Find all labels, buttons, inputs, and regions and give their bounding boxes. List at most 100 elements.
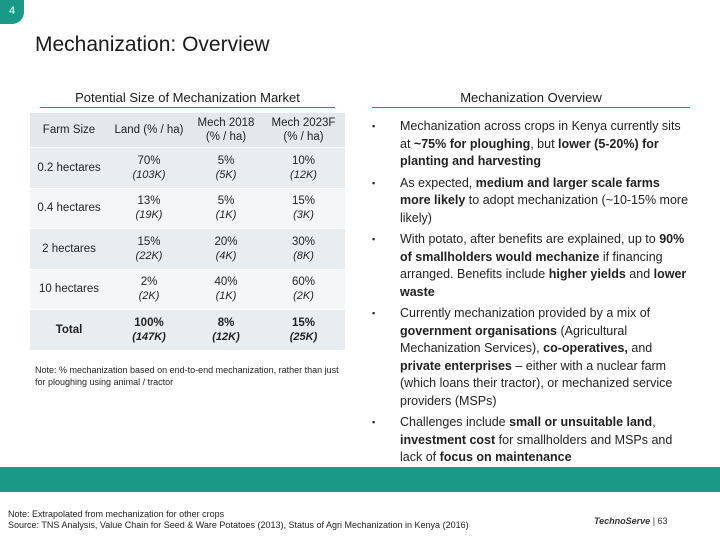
cell-text: 60% bbox=[291, 276, 316, 289]
cell-text: 8% bbox=[217, 316, 235, 329]
cell-text: 15% bbox=[137, 235, 161, 248]
table-cell: 60% (2K) bbox=[262, 269, 345, 310]
slide-title: Mechanization: Overview bbox=[35, 33, 270, 56]
cell-text: Mech 2018 bbox=[197, 117, 255, 129]
footer-logo: TechnoServe | 63 bbox=[594, 516, 668, 526]
bullet-text: Challenges include small or unsuitable l… bbox=[400, 414, 690, 467]
table-cell: 15% (3K) bbox=[262, 188, 345, 229]
cell-text: 5% bbox=[217, 195, 235, 208]
bullet-text: Currently mechanization provided by a mi… bbox=[400, 305, 690, 410]
bullet-text: With potato, after benefits are explaine… bbox=[400, 231, 690, 301]
bullet: ▪ Currently mechanization provided by a m… bbox=[372, 305, 690, 410]
slide-number: 63 bbox=[657, 516, 668, 526]
cell-text: 100% bbox=[134, 316, 164, 329]
table-cell: 0.2 hectares bbox=[30, 148, 108, 189]
table-cell: 10 hectares bbox=[30, 269, 108, 310]
bullet-dot: ▪ bbox=[372, 121, 376, 131]
left-heading: Potential Size of Mechanization Market bbox=[40, 90, 335, 108]
text-run: lower (5-20%) for planting and harvestin… bbox=[400, 136, 659, 169]
cell-text: 70% bbox=[137, 154, 161, 167]
cell-text: (19K) bbox=[135, 209, 163, 222]
table-cell: 2% (2K) bbox=[108, 269, 190, 310]
text-run: private enterprises bbox=[400, 358, 512, 373]
text-run: medium and larger scale farms more likel… bbox=[400, 175, 660, 208]
cell-text: 30% bbox=[291, 235, 316, 248]
cell-text: (12K) bbox=[290, 168, 317, 181]
bullet-list: ▪ Mechanization across crops in Kenya cur… bbox=[372, 118, 690, 471]
cell-text: (% / ha) bbox=[283, 131, 324, 143]
text-run: government organisations bbox=[400, 323, 557, 338]
table-cell: 0.4 hectares bbox=[30, 188, 108, 229]
text-run: (Agricultural Mechanization Services), bbox=[400, 323, 628, 356]
text-run: Mechanization across crops in Kenya curr… bbox=[400, 119, 681, 151]
table-cell: 15% (25K) bbox=[262, 310, 345, 351]
table-row: 0.2 hectares 70% (103K) 5% (5K) 10% (12K) bbox=[30, 148, 345, 189]
table-cell: 8% (12K) bbox=[190, 310, 262, 351]
cell-text: 40% bbox=[214, 276, 238, 289]
heading-text: Mechanization Overview bbox=[460, 90, 602, 105]
table-row: Total 100% (147K) 8% (12K) 15% (25K) bbox=[30, 310, 345, 351]
text-run: focus on maintenance bbox=[439, 450, 572, 464]
cell-text: Total bbox=[55, 323, 83, 336]
table-cell: Mech 2018 (% / ha) bbox=[190, 113, 262, 148]
cell-text: 5% bbox=[217, 154, 235, 167]
cell-text: 13% bbox=[137, 195, 161, 208]
footer-band bbox=[0, 467, 720, 492]
cell-text: (4K) bbox=[215, 249, 237, 262]
text-run: lower waste bbox=[400, 267, 687, 299]
bullet-text: Mechanization across crops in Kenya curr… bbox=[400, 118, 690, 171]
table-row: 10 hectares 2% (2K) 40% (1K) 60% (2K) bbox=[30, 269, 345, 310]
text-run: for smallholders and MSPs and lack of bbox=[400, 432, 673, 465]
text-run: higher yields bbox=[548, 267, 626, 281]
text-run: Challenges include bbox=[400, 415, 510, 429]
table-row: Farm Size Land (% / ha) Mech 2018 (% / ha) M… bbox=[30, 113, 345, 148]
text-run: to adopt mechanization (~10-15% more lik… bbox=[400, 193, 689, 225]
table-row: 0.4 hectares 13% (19K) 5% (1K) 15% (3K) bbox=[30, 188, 345, 229]
footer-source: Source: TNS Analysis, Value Chain for Se… bbox=[8, 520, 469, 530]
heading-rule bbox=[40, 107, 335, 108]
bullet: ▪ As expected, medium and larger scale f… bbox=[372, 175, 690, 228]
text-run: Currently mechanization provided by a mi… bbox=[400, 306, 651, 320]
table-cell: 20% (4K) bbox=[190, 229, 262, 270]
bullet-dot: ▪ bbox=[372, 417, 376, 427]
bullet-dot: ▪ bbox=[372, 177, 376, 188]
cell-text: 0.4 hectares bbox=[37, 202, 101, 215]
bullet: ▪ Mechanization across crops in Kenya cur… bbox=[372, 118, 690, 171]
cell-text: (147K) bbox=[132, 330, 166, 343]
cell-text: (22K) bbox=[135, 249, 163, 262]
heading-rule bbox=[372, 107, 690, 108]
table-note: Note: % mechanization based on end-to-en… bbox=[35, 365, 339, 387]
bullet-dot: ▪ bbox=[372, 234, 376, 244]
cell-text: 15% bbox=[291, 316, 316, 329]
cell-text: (103K) bbox=[132, 168, 166, 181]
right-heading: Mechanization Overview bbox=[372, 90, 690, 108]
table-cell: 10% (12K) bbox=[262, 148, 345, 189]
table-cell: 15% (22K) bbox=[108, 229, 190, 270]
bullet: ▪ Challenges include small or unsuitable … bbox=[372, 414, 690, 467]
cell-text: 10 hectares bbox=[38, 283, 100, 296]
text-run: and bbox=[627, 341, 653, 355]
cell-text: 10% bbox=[291, 154, 316, 167]
cell-text: 2 hectares bbox=[42, 242, 96, 255]
table-cell: 40% (1K) bbox=[190, 269, 262, 310]
cell-text: (5K) bbox=[215, 168, 237, 181]
text-run: investment cost bbox=[400, 432, 496, 447]
cell-text: (8K) bbox=[293, 249, 314, 262]
cell-text: (2K) bbox=[138, 290, 160, 303]
cell-text: (% / ha) bbox=[205, 131, 247, 143]
text-run: , bbox=[652, 415, 656, 429]
bullet: ▪ With potato, after benefits are explain… bbox=[372, 231, 690, 301]
text-run: and bbox=[625, 267, 654, 281]
cell-text: (25K) bbox=[289, 330, 318, 343]
cell-text: Land (% / ha) bbox=[114, 124, 184, 136]
text-run: With potato, after benefits are explaine… bbox=[400, 232, 660, 246]
text-run: As expected, bbox=[400, 175, 476, 190]
bullet-text: As expected, medium and larger scale far… bbox=[400, 175, 690, 228]
cell-text: (1K) bbox=[215, 290, 237, 303]
table-cell: 5% (5K) bbox=[190, 148, 262, 189]
page-number: 4 bbox=[0, 0, 24, 24]
footer-note: Note: Extrapolated from mechanization fo… bbox=[8, 509, 225, 519]
cell-text: Mech 2023F bbox=[271, 117, 336, 129]
cell-text: (3K) bbox=[293, 209, 314, 222]
